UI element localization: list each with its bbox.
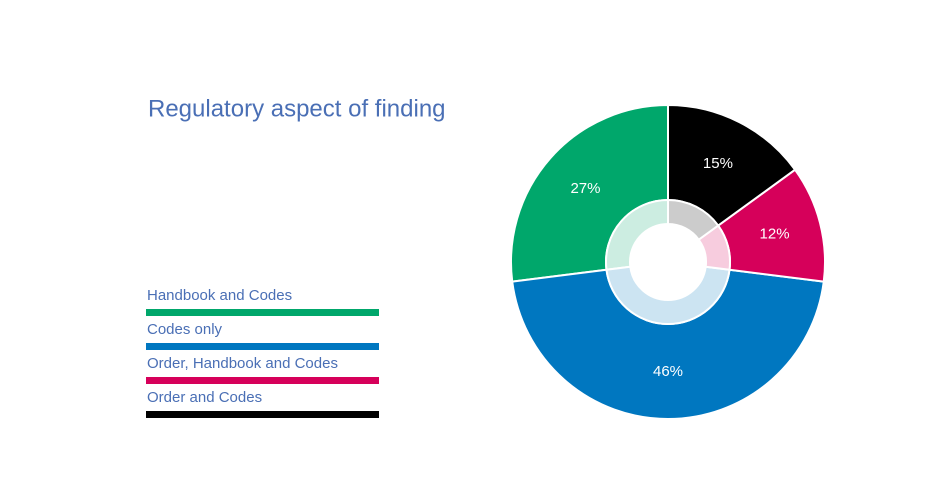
- legend-swatch: [146, 309, 379, 316]
- chart-title: Regulatory aspect of finding: [148, 95, 446, 122]
- donut: 27% 46% 12% 15%: [510, 103, 826, 420]
- legend-label: Order and Codes: [147, 389, 262, 406]
- data-label: 12%: [760, 226, 790, 243]
- data-label: 46%: [653, 363, 683, 380]
- legend-label: Order, Handbook and Codes: [147, 355, 338, 372]
- legend-label: Codes only: [147, 321, 223, 338]
- legend-label: Handbook and Codes: [147, 287, 292, 304]
- legend-swatch: [146, 411, 379, 418]
- donut-slice: [511, 268, 825, 420]
- inner-ring: [605, 265, 731, 325]
- data-label: 27%: [570, 180, 600, 197]
- legend-swatch: [146, 343, 379, 350]
- legend: Handbook and Codes Codes only Order, Handb…: [146, 287, 379, 418]
- legend-swatch: [146, 377, 379, 384]
- inner-ring: [667, 198, 720, 242]
- data-label: 15%: [703, 155, 733, 172]
